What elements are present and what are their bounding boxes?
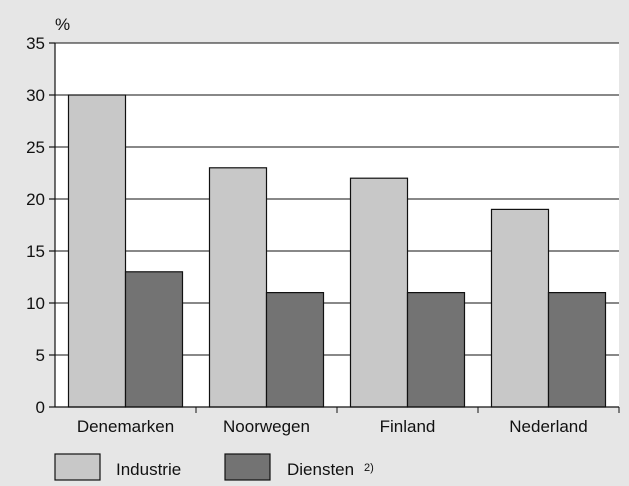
y-tick-label: 15 [26, 242, 45, 261]
legend: Industrie Diensten 2) [54, 453, 374, 481]
x-category-label: Nederland [509, 417, 587, 436]
legend-label-industrie: Industrie [116, 460, 181, 479]
top-strip [0, 0, 629, 6]
bar-industrie-nederland [490, 208, 550, 408]
y-tick-label: 35 [26, 34, 45, 53]
y-tick-label: 20 [26, 190, 45, 209]
bar-industrie-finland [349, 177, 409, 408]
legend-label-diensten: Diensten [287, 460, 354, 479]
y-tick-label: 30 [26, 86, 45, 105]
bar-diensten-finland [406, 292, 466, 408]
legend-swatch-industrie [54, 453, 101, 481]
bar-diensten-noorwegen [265, 292, 325, 408]
y-tick-label: 0 [36, 398, 45, 417]
x-category-label: Denemarken [77, 417, 174, 436]
x-axis-labels: Denemarken Noorwegen Finland Nederland [77, 407, 620, 436]
y-axis-ticks: 0 5 10 15 20 25 30 35 [26, 34, 55, 417]
x-category-label: Finland [380, 417, 436, 436]
bar-diensten-denemarken [124, 271, 184, 408]
y-axis-label: % [55, 15, 70, 34]
x-category-label: Noorwegen [223, 417, 310, 436]
y-tick-label: 25 [26, 138, 45, 157]
legend-footnote-marker: 2) [364, 462, 374, 474]
bars [67, 94, 607, 408]
y-tick-label: 5 [36, 346, 45, 365]
bar-industrie-noorwegen [208, 167, 268, 408]
bar-industrie-denemarken [67, 94, 127, 408]
bar-diensten-nederland [547, 292, 607, 408]
y-tick-label: 10 [26, 294, 45, 313]
legend-swatch-diensten [224, 453, 271, 481]
